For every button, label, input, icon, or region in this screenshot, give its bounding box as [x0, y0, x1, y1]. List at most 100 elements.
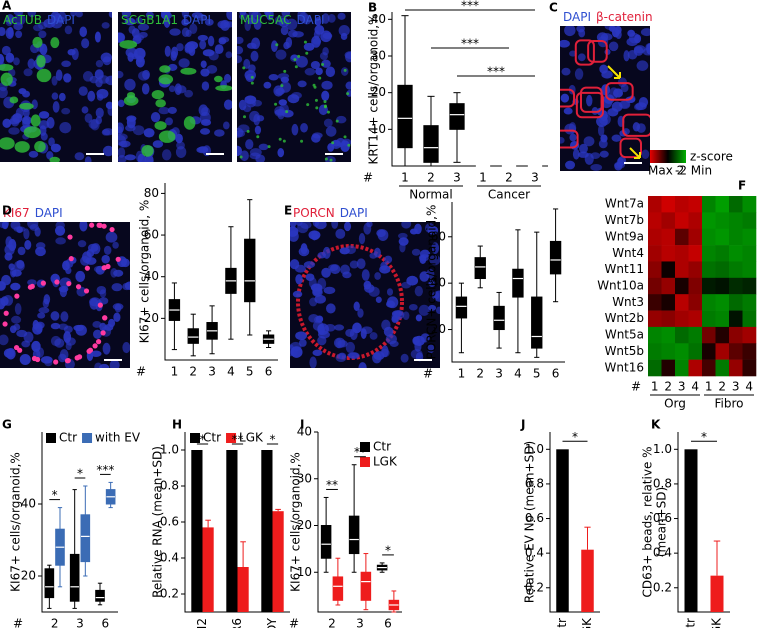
x-tick-label: 1: [479, 171, 487, 185]
arrow: [607, 65, 621, 79]
nucleus: [412, 336, 420, 346]
nucleus: [38, 30, 47, 39]
y-tick-label: 40: [297, 425, 312, 439]
green-stain: [158, 74, 174, 85]
nucleus: [81, 251, 92, 264]
green-stain: [293, 58, 297, 62]
nucleus: [366, 222, 373, 228]
nucleus: [118, 99, 125, 108]
heat-cell: [729, 196, 743, 213]
nucleus: [73, 324, 85, 332]
nucleus: [164, 45, 171, 57]
green-stain: [323, 100, 327, 104]
nucleus: [59, 349, 69, 361]
nucleus: [324, 324, 336, 332]
green-stain: [243, 115, 247, 119]
y-tick-label: 0.4: [653, 546, 672, 560]
nucleus: [240, 150, 249, 162]
green-stain: [274, 102, 278, 106]
heat-cell: [688, 261, 703, 279]
stain-name: PORCN: [293, 206, 335, 220]
heat-cell: [688, 228, 703, 246]
nucleus: [63, 331, 72, 344]
green-stain: [0, 72, 13, 86]
nucleus: [297, 12, 306, 22]
y-tick-label: 20: [144, 311, 159, 325]
panel-label: A: [2, 0, 12, 13]
membrane: [560, 88, 576, 108]
heat-cell: [742, 196, 757, 213]
image-label: AcTUB DAPI: [3, 13, 75, 27]
y-tick-label: 60: [144, 228, 159, 242]
x-tick-label: 4: [514, 367, 522, 381]
nucleus: [402, 311, 410, 320]
y-tick-label: 10: [371, 122, 386, 136]
nucleus: [427, 225, 439, 235]
y-tick-label: 80: [144, 186, 159, 200]
nucleus: [200, 60, 207, 68]
nucleus: [218, 37, 227, 45]
nucleus: [174, 83, 182, 95]
heat-cell: [688, 343, 703, 360]
ki67-dot: [83, 288, 90, 294]
significance-label: *: [52, 488, 58, 502]
stain-name: MUC5AC: [240, 13, 292, 27]
heat-cell: [729, 261, 743, 279]
y-tick-label: 0.4: [525, 546, 544, 560]
nucleus: [560, 39, 570, 48]
nucleus: [196, 14, 207, 21]
green-stain: [314, 98, 318, 102]
green-stain: [318, 76, 322, 80]
nucleus: [321, 13, 330, 24]
axis-line: [184, 432, 290, 613]
nucleus: [275, 49, 287, 60]
nucleus: [197, 34, 208, 41]
y-tick-label: 20: [371, 85, 386, 99]
nucleus: [340, 32, 348, 41]
nucleus: [246, 99, 256, 108]
nucleus: [369, 332, 378, 340]
nucleus: [118, 70, 124, 79]
nucleus: [633, 45, 646, 54]
nucleus: [277, 148, 285, 158]
nucleus: [386, 288, 394, 296]
nucleus: [312, 349, 323, 356]
panel-label: I: [300, 418, 304, 432]
nucleus: [384, 255, 393, 264]
nucleus: [199, 39, 207, 50]
heat-cell: [661, 294, 676, 311]
legend-label: Ctr: [373, 440, 391, 454]
nucleus: [186, 41, 199, 50]
legend-label: Max 2: [648, 164, 684, 178]
nucleus: [576, 26, 585, 33]
nucleus: [325, 303, 336, 314]
nucleus: [560, 93, 570, 103]
heat-cell: [688, 277, 703, 295]
panel-label: D: [2, 204, 12, 218]
row-label: Wnt10a: [597, 279, 644, 293]
x-axis-label: #: [631, 380, 641, 394]
nucleus: [158, 106, 170, 115]
legend-swatch: [82, 433, 93, 443]
legend-swatch: [360, 457, 370, 467]
row-label: Wnt3: [612, 295, 644, 309]
row-label: Wnt4: [612, 246, 644, 260]
heat-cell: [702, 196, 716, 213]
stain-name: DAPI: [297, 13, 325, 27]
nucleus: [300, 122, 308, 133]
nucleus: [386, 300, 396, 308]
nucleus: [426, 268, 435, 280]
nucleus: [65, 342, 72, 351]
axis-line: [451, 202, 565, 363]
nucleus: [19, 353, 31, 365]
heat-cell: [715, 277, 730, 295]
nucleus: [67, 48, 76, 56]
heat-cell: [688, 212, 703, 230]
heat-cell: [729, 212, 743, 230]
nucleus: [118, 32, 125, 43]
heat-cell: [675, 228, 689, 246]
green-stain: [23, 126, 41, 139]
nucleus: [8, 127, 20, 135]
heat-cell: [702, 326, 716, 344]
nucleus: [142, 69, 150, 80]
